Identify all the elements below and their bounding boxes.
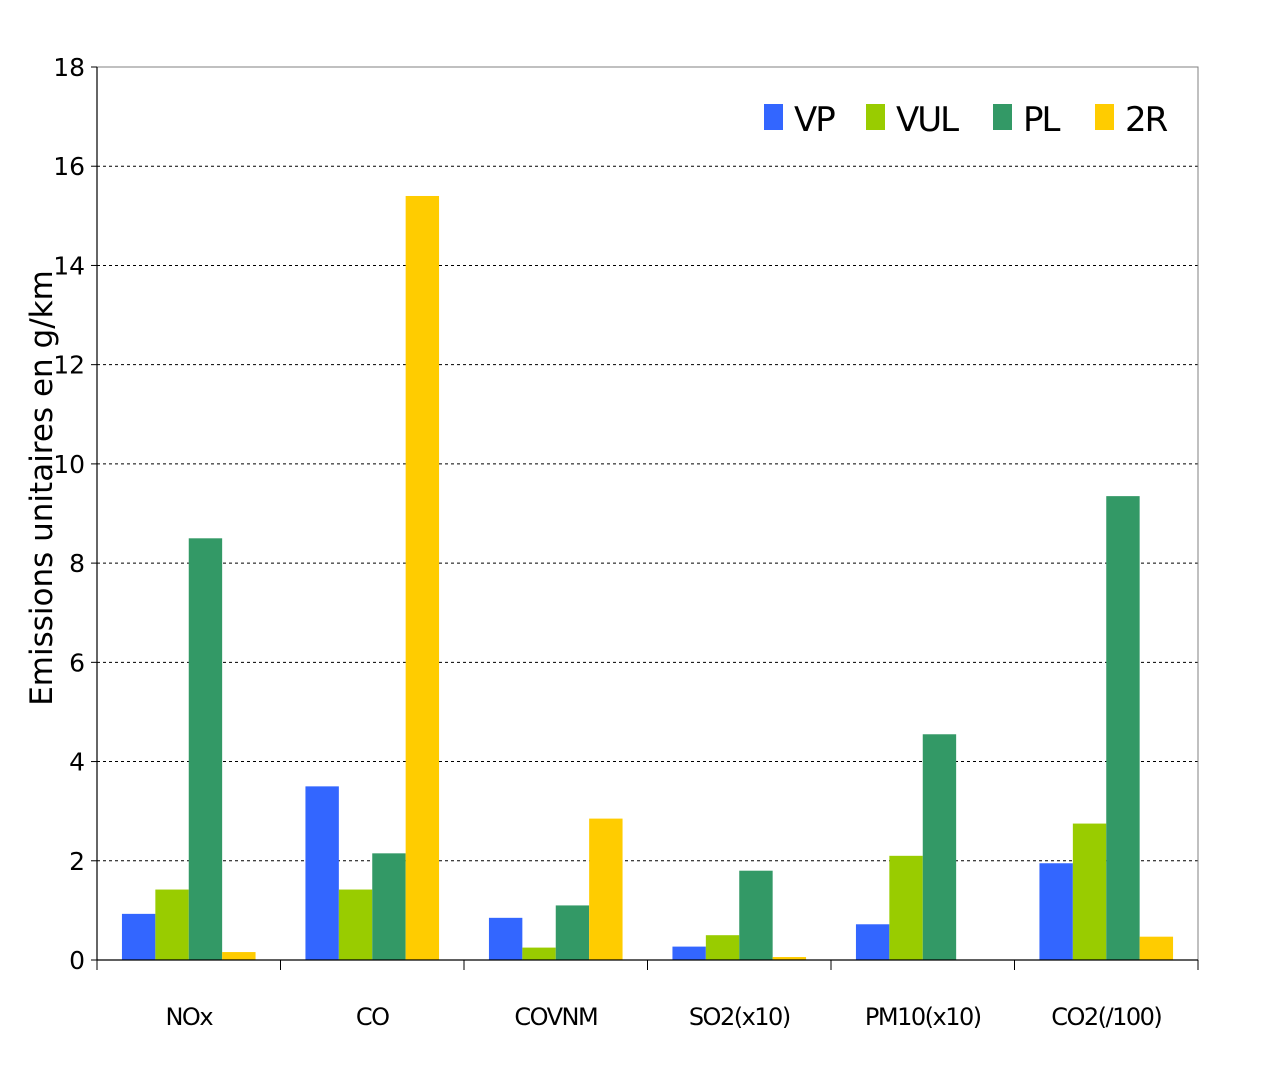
x-tick-label: SO2(x10) [689,1003,790,1031]
bar-pl-3 [739,870,773,960]
bar-pl-2 [555,905,590,960]
bar-vp-1 [305,786,339,960]
legend-label-vp: VP [794,100,835,140]
legend-label-vul: VUL [896,100,959,140]
gridlines [97,165,1198,862]
legend-swatch-pl [993,104,1012,130]
bar-vul-4 [889,855,923,960]
bar-vul-1 [338,889,373,960]
y-axis-title: Emissions unitaires en g/km [24,270,60,706]
y-tick-label: 2 [69,847,85,876]
legend-label-2r: 2R [1125,100,1168,140]
bar-vul-5 [1072,823,1107,960]
x-tick-label: CO [356,1003,389,1031]
x-tick-label: PM10(x10) [865,1003,981,1031]
bar-2r-0 [222,952,256,960]
bar-vp-3 [672,946,706,960]
y-tick-label: 4 [69,748,85,777]
y-tick-label: 6 [69,648,85,677]
bar-2r-5 [1139,936,1174,960]
bar-pl-0 [188,538,223,960]
legend-swatch-vul [866,104,885,130]
bar-vul-3 [705,935,740,960]
x-tick-label: COVNM [514,1003,597,1031]
y-tick-label: 8 [69,549,85,578]
bar-pl-4 [922,734,957,960]
legend-swatch-vp [764,104,783,130]
bar-vp-5 [1039,863,1073,960]
y-tick-label: 14 [53,251,85,280]
x-tick-label: NOx [165,1003,213,1031]
bar-vp-4 [855,924,890,960]
x-tick-label: CO2(/100) [1051,1003,1161,1031]
y-tick-label: 16 [53,152,85,181]
y-tick-label: 0 [69,946,85,975]
bars [121,195,1174,960]
legend: VP VUL PL 2R [764,100,1170,140]
bar-2r-1 [405,195,440,960]
bar-vul-0 [155,889,189,960]
y-tick-label: 12 [53,351,85,380]
y-tick-label: 18 [53,53,85,82]
axes [91,66,1199,970]
y-tick-label: 10 [53,450,85,479]
legend-label-pl: PL [1023,100,1061,140]
bar-vp-0 [121,913,156,960]
tick-labels: 0 2 4 6 8 10 12 14 16 18 NOx CO COVNM SO2(x10) PM10(x1… [53,53,1163,1031]
bar-2r-3 [772,957,807,960]
bar-pl-1 [372,853,406,960]
bar-2r-2 [589,818,623,960]
legend-swatch-2r [1095,104,1114,130]
bar-vul-2 [522,947,556,960]
bar-pl-5 [1106,496,1140,960]
plot-area-frame [96,66,1199,961]
bar-vp-2 [488,917,523,960]
